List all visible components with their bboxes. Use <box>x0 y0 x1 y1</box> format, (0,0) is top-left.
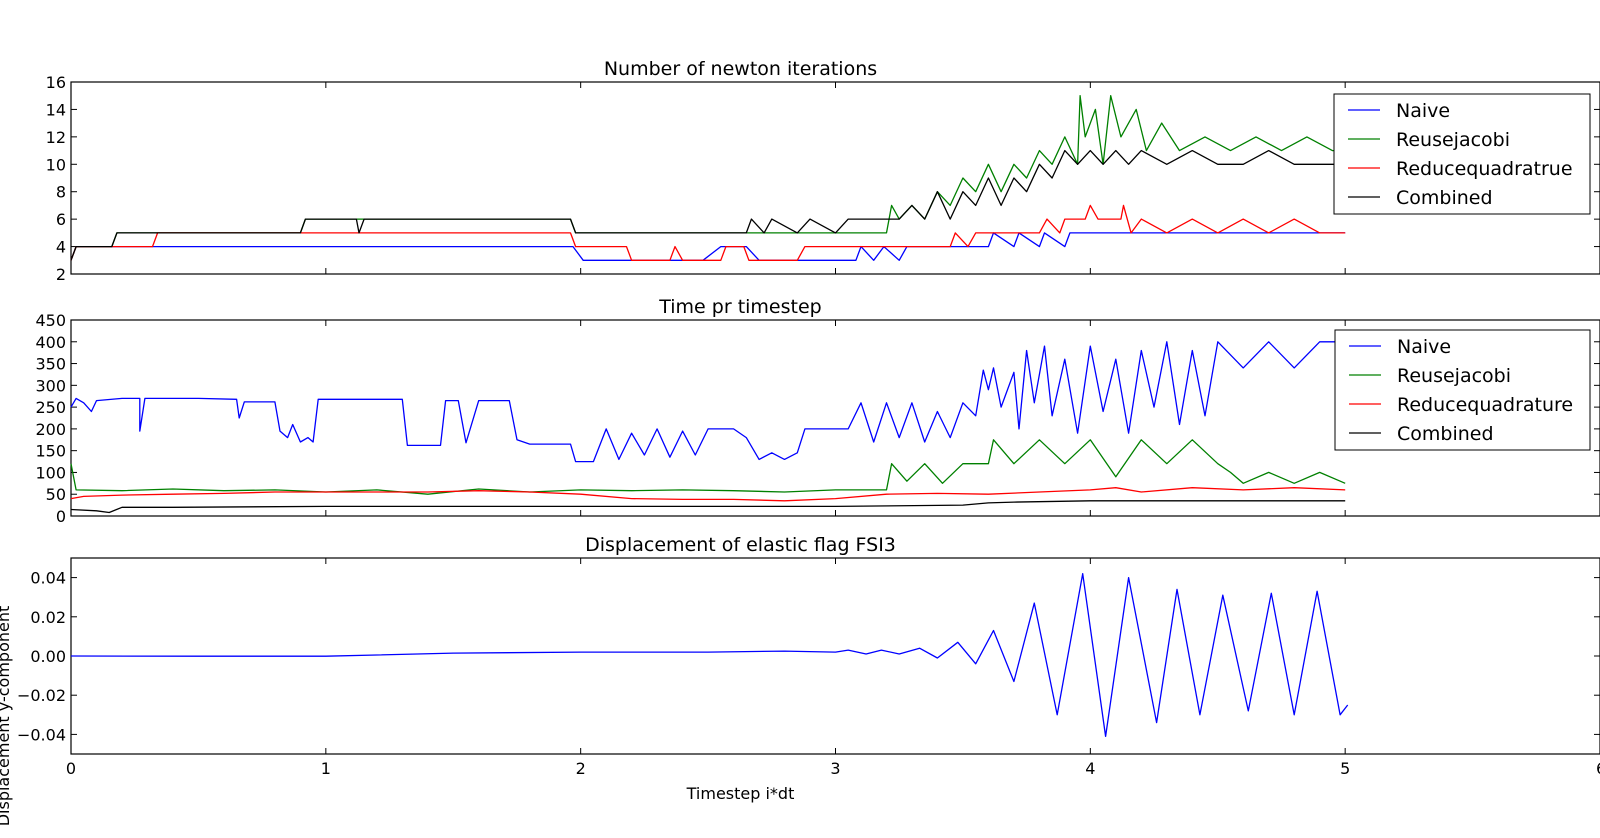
subplot-title: Number of newton iterations <box>604 58 877 80</box>
y-tick-label: −0.02 <box>17 686 66 705</box>
subplot-3: −0.04 −0.02 0.00 0.02 0.04 0 1 2 3 4 5 6 Displacemen… <box>0 534 1600 826</box>
y-tick-label: 50 <box>46 485 66 504</box>
legend-box <box>1334 329 1591 451</box>
legend-label: Combined <box>1397 423 1494 445</box>
y-tick-label: 0.04 <box>30 569 66 588</box>
series-line-reducequadratrue <box>70 204 1346 261</box>
y-tick-label: −0.04 <box>17 725 66 744</box>
y-tick-label: 16 <box>46 73 66 92</box>
x-tick-label: 5 <box>1340 759 1350 778</box>
x-tick-label: 0 <box>66 759 76 778</box>
y-tick-label: 250 <box>35 398 66 417</box>
y-axis-label: Displacement y-component <box>0 606 13 827</box>
legend-label: Reusejacobi <box>1396 129 1510 151</box>
legend: Naive Reusejacobi Reducequadratrue Combined <box>1333 93 1591 215</box>
y-tick-label: 12 <box>46 128 66 147</box>
y-tick-label: 100 <box>35 463 66 482</box>
legend-label: Reducequadrature <box>1397 394 1573 416</box>
y-tick-label: 0.00 <box>30 647 66 666</box>
series-line-naive <box>70 341 1346 463</box>
legend-box <box>1333 93 1591 215</box>
x-tick-label: 3 <box>830 759 840 778</box>
y-tick-label: 8 <box>56 183 66 202</box>
y-tick-label: 0.02 <box>30 608 66 627</box>
y-tick-label: 450 <box>35 311 66 330</box>
y-tick-label: 0 <box>56 507 66 526</box>
legend-label: Reusejacobi <box>1397 365 1511 387</box>
x-tick-label: 2 <box>576 759 586 778</box>
y-tick-label: 300 <box>35 376 66 395</box>
legend: Naive Reusejacobi Reducequadrature Combined <box>1334 329 1591 451</box>
subplot-2: 0 50 100 150 200 250 300 350 400 450 Time pr times… <box>35 296 1600 526</box>
y-tick-label: 6 <box>56 210 66 229</box>
subplot-title: Displacement of elastic flag FSI3 <box>585 534 896 556</box>
x-tick-label: 6 <box>1596 759 1600 778</box>
legend-label: Naive <box>1396 100 1450 122</box>
y-tick-label: 400 <box>35 333 66 352</box>
x-tick-label: 4 <box>1085 759 1095 778</box>
legend-label: Combined <box>1396 187 1493 209</box>
subplot-title: Time pr timestep <box>658 296 821 318</box>
series-line-reusejacobi <box>70 439 1346 495</box>
x-tick-label: 1 <box>321 759 331 778</box>
series-line-combined <box>70 149 1346 261</box>
series-line-naive <box>70 232 1346 261</box>
subplot-1: 2 4 6 8 10 12 14 16 Number of newton iterations N… <box>46 58 1600 284</box>
y-tick-label: 350 <box>35 355 66 374</box>
y-tick-label: 2 <box>56 265 66 284</box>
series-line-displacement <box>70 573 1349 738</box>
y-tick-label: 4 <box>56 238 66 257</box>
series-line-combined <box>70 500 1346 514</box>
y-tick-label: 14 <box>46 100 66 119</box>
x-axis-label: Timestep i*dt <box>686 784 795 803</box>
legend-label: Naive <box>1397 336 1451 358</box>
y-tick-label: 200 <box>35 420 66 439</box>
legend-label: Reducequadratrue <box>1396 158 1573 180</box>
series-line-reducequadrature <box>70 487 1346 502</box>
series-line-reusejacobi <box>70 95 1346 261</box>
y-tick-label: 150 <box>35 442 66 461</box>
y-tick-label: 10 <box>46 155 66 174</box>
